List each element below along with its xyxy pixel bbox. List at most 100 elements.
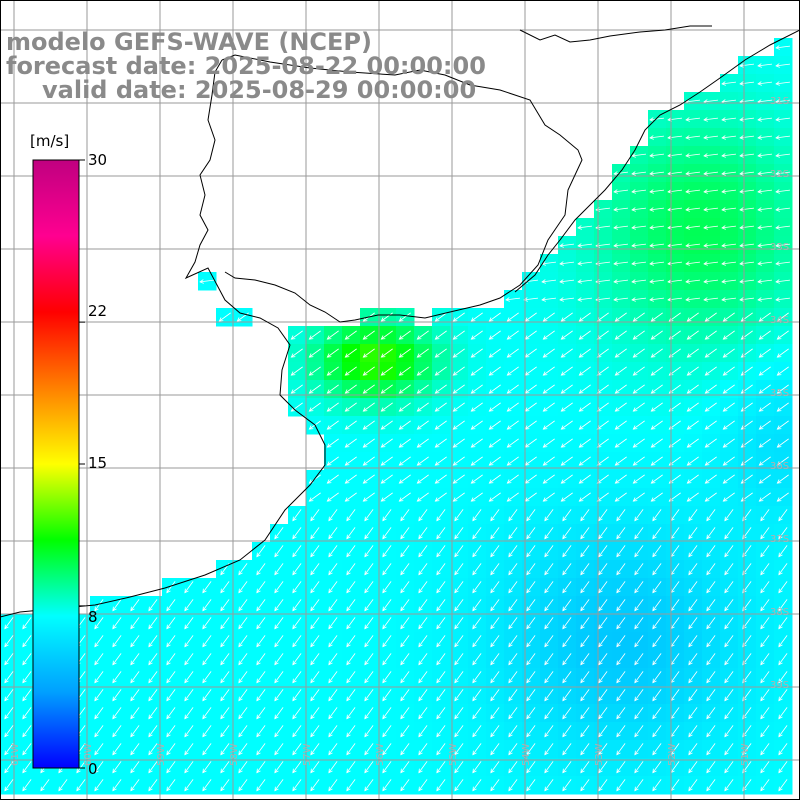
wind-arrow-head bbox=[310, 606, 315, 612]
wind-arrow bbox=[615, 402, 627, 412]
wind-arrow bbox=[706, 725, 716, 737]
wind-arrow bbox=[740, 297, 754, 301]
wind-arrow bbox=[507, 312, 519, 322]
wind-arrow-head bbox=[184, 624, 189, 630]
wind-arrow-head bbox=[470, 479, 476, 484]
wind-arrow-head bbox=[148, 732, 153, 738]
wind-arrow-head bbox=[616, 552, 621, 558]
wind-arrow bbox=[722, 207, 736, 211]
wind-arrow-head bbox=[328, 606, 333, 612]
wind-arrow bbox=[614, 243, 628, 247]
wind-arrow-head bbox=[238, 768, 243, 774]
wind-arrow bbox=[436, 509, 446, 521]
wind-arrow-head bbox=[310, 678, 315, 684]
wind-arrow bbox=[741, 348, 753, 358]
wind-arrow bbox=[399, 384, 411, 394]
wind-arrow bbox=[363, 366, 375, 376]
wind-arrow-head bbox=[562, 678, 567, 684]
wind-arrow-head bbox=[130, 678, 135, 684]
wind-arrow bbox=[4, 653, 14, 665]
wind-arrow-head bbox=[775, 225, 780, 230]
wind-arrow-head bbox=[634, 534, 639, 540]
wind-arrow-head bbox=[452, 407, 458, 412]
wind-arrow bbox=[759, 492, 771, 502]
wind-arrow bbox=[776, 135, 790, 139]
wind-arrow bbox=[670, 545, 680, 557]
wind-arrow bbox=[418, 761, 428, 773]
wind-arrow bbox=[615, 330, 627, 340]
wind-arrow-head bbox=[758, 497, 764, 502]
wind-arrow-head bbox=[506, 479, 512, 484]
wind-arrow-head bbox=[722, 371, 728, 376]
wind-arrow bbox=[561, 420, 573, 430]
wind-arrow bbox=[778, 779, 788, 791]
wind-arrow-head bbox=[508, 660, 513, 666]
wind-arrow bbox=[436, 617, 446, 629]
wind-arrow-head bbox=[652, 552, 657, 558]
wind-arrow bbox=[598, 671, 608, 683]
wind-arrow-head bbox=[541, 297, 546, 302]
wind-arrow-head bbox=[472, 588, 477, 594]
wind-arrow bbox=[166, 707, 176, 719]
wind-arrow-head bbox=[614, 461, 620, 466]
wind-arrow bbox=[706, 509, 716, 521]
wind-arrow bbox=[722, 261, 736, 265]
wind-arrow bbox=[76, 779, 86, 791]
wind-arrow bbox=[776, 63, 790, 67]
wind-arrow-head bbox=[614, 407, 620, 412]
wind-arrow bbox=[776, 261, 790, 265]
wind-arrow-head bbox=[274, 642, 279, 648]
wind-arrow bbox=[706, 779, 716, 791]
wind-arrow-head bbox=[634, 696, 639, 702]
wind-arrow bbox=[705, 402, 717, 412]
wind-arrow bbox=[346, 671, 356, 683]
wind-arrow bbox=[705, 312, 717, 322]
wind-arrow bbox=[490, 725, 500, 737]
wind-arrow-head bbox=[613, 207, 618, 212]
wind-arrow-head bbox=[631, 279, 636, 284]
wind-arrow-head bbox=[724, 534, 729, 540]
wind-arrow-head bbox=[634, 732, 639, 738]
wind-arrow-head bbox=[436, 624, 441, 630]
wind-arrow-head bbox=[724, 732, 729, 738]
wind-arrow bbox=[706, 527, 716, 539]
wind-arrow bbox=[291, 348, 303, 358]
wind-arrow bbox=[633, 330, 645, 340]
wind-arrow-head bbox=[724, 678, 729, 684]
wind-arrow-head bbox=[634, 570, 639, 576]
wind-arrow-head bbox=[506, 317, 512, 322]
wind-arrow bbox=[650, 189, 664, 193]
wind-arrow bbox=[722, 297, 736, 301]
wind-arrow bbox=[616, 653, 626, 665]
wind-arrow bbox=[22, 743, 32, 755]
wind-arrow bbox=[724, 509, 734, 521]
wind-arrow bbox=[418, 689, 428, 701]
wind-arrow bbox=[740, 135, 754, 139]
wind-arrow bbox=[579, 330, 591, 340]
wind-arrow bbox=[508, 707, 518, 719]
wind-arrow bbox=[705, 438, 717, 448]
wind-arrow bbox=[670, 527, 680, 539]
wind-arrow bbox=[778, 689, 788, 701]
wind-arrow-head bbox=[526, 732, 531, 738]
wind-arrow bbox=[256, 707, 266, 719]
wind-arrow-head bbox=[578, 497, 584, 502]
wind-arrow-head bbox=[184, 714, 189, 720]
wind-arrow bbox=[148, 779, 158, 791]
wind-arrow bbox=[688, 635, 698, 647]
wind-arrow-head bbox=[292, 768, 297, 774]
wind-arrow bbox=[562, 671, 572, 683]
wind-arrow bbox=[561, 330, 573, 340]
wind-arrow bbox=[652, 761, 662, 773]
wind-arrow-head bbox=[166, 768, 171, 774]
wind-arrow-head bbox=[758, 371, 764, 376]
wind-arrow-head bbox=[94, 786, 99, 792]
wind-arrow-head bbox=[631, 261, 636, 266]
wind-arrow-head bbox=[400, 678, 405, 684]
lon-label: 53W bbox=[594, 743, 605, 766]
wind-arrow bbox=[454, 653, 464, 665]
wind-arrow bbox=[382, 509, 392, 521]
wind-arrow-head bbox=[94, 678, 99, 684]
wind-arrow-head bbox=[724, 552, 729, 558]
wind-arrow bbox=[544, 527, 554, 539]
